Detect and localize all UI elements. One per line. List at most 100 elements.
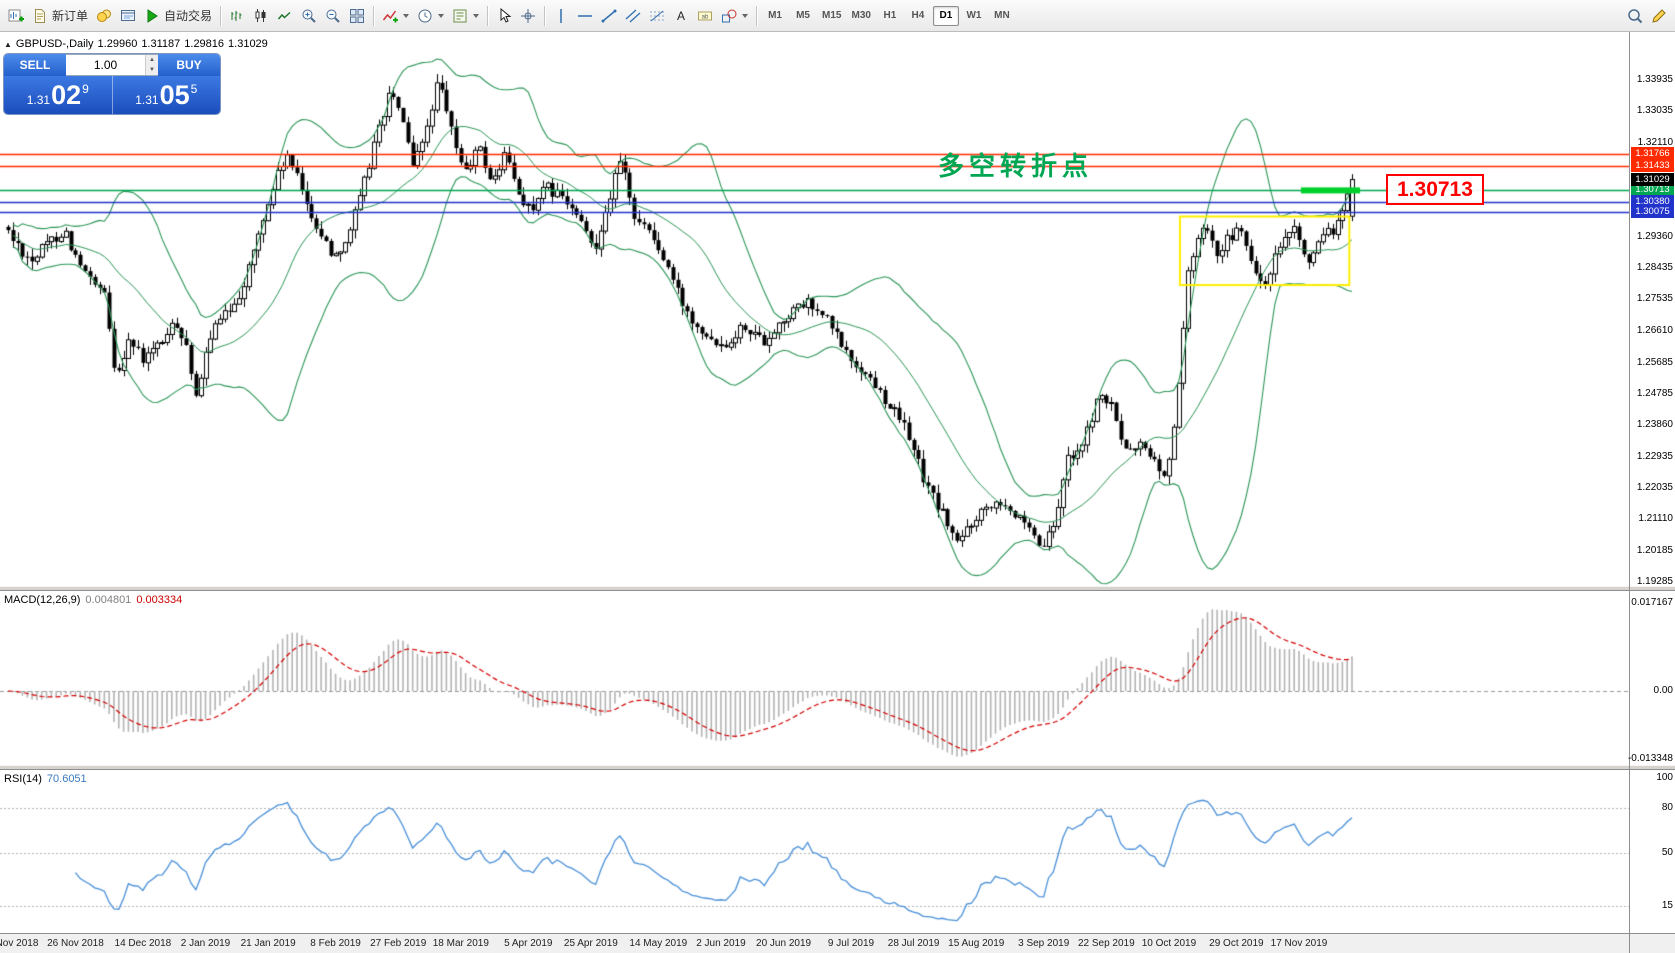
timeframe-mn[interactable]: MN	[989, 6, 1015, 26]
cursor-tool-button[interactable]	[492, 4, 516, 28]
macd-label: MACD(12,26,9) 0.004801 0.003334	[4, 594, 182, 606]
zoom-out-button[interactable]	[321, 4, 345, 28]
symbol-info-bar: ▲ GBPUSD-,Daily 1.29960 1.31187 1.29816 1.310…	[4, 38, 272, 50]
crosshair-tool-button[interactable]	[516, 4, 540, 28]
rsi-label: RSI(14) 70.6051	[4, 773, 87, 785]
timeframe-d1[interactable]: D1	[932, 5, 959, 26]
panel-splitter[interactable]	[0, 586, 1629, 591]
volume-up-button[interactable]: ▲	[146, 55, 158, 65]
timeframe-m1[interactable]: M1	[762, 6, 788, 26]
axis-tick-label: 1.25685	[1636, 356, 1673, 368]
price-line-label: 1.30713	[1631, 183, 1674, 197]
date-label: 26 Nov 2018	[47, 938, 104, 949]
timeframe-h1[interactable]: H1	[877, 6, 903, 26]
new-chart-button[interactable]	[4, 4, 28, 28]
date-axis[interactable]: 7 Nov 2018 26 Nov 2018 14 Dec 2018 2 Jan 20…	[0, 933, 1629, 953]
horizontal-line-tool[interactable]	[573, 4, 597, 28]
text-label-icon: ab	[698, 11, 713, 20]
axis-tick-label: 0.00	[1653, 685, 1673, 696]
axis-tick-label: 1.24785	[1636, 387, 1673, 399]
rsi-canvas[interactable]	[0, 770, 1629, 933]
timeframe-m30[interactable]: M30	[847, 6, 874, 26]
coins-icon	[97, 9, 112, 22]
toolbar: 新订单 自动交易	[0, 0, 1675, 32]
date-label: 9 Jul 2019	[827, 938, 875, 949]
date-label: 7 Nov 2018	[0, 938, 39, 949]
price-chart-canvas[interactable]	[0, 32, 1629, 586]
data-window-icon	[121, 9, 136, 21]
timeframe-m5[interactable]: M5	[790, 6, 816, 26]
timeframe-h4[interactable]: H4	[905, 6, 931, 26]
date-label: 15 Aug 2019	[948, 938, 1005, 949]
axis-tick-label: -0.013348	[1627, 753, 1673, 765]
channel-icon	[625, 9, 641, 22]
text-tool[interactable]: A	[669, 4, 693, 28]
ohlc-close: 1.31029	[228, 38, 268, 50]
axis-tick-label: 50	[1661, 847, 1673, 858]
buy-price-prefix: 1.31	[135, 93, 159, 107]
price-line-label: 1.31433	[1631, 158, 1674, 172]
price-axis[interactable]: 1.33935 1.33035 1.32110 1.29360 1.28435 1.275…	[1627, 32, 1675, 953]
new-order-button[interactable]: 新订单	[28, 4, 92, 28]
new-order-label: 新订单	[52, 9, 89, 23]
panel-splitter[interactable]	[0, 765, 1629, 770]
axis-tick-label: 1.20185	[1636, 545, 1673, 557]
volume-down-button[interactable]: ▼	[146, 65, 158, 75]
date-label: 20 Jun 2019	[756, 938, 812, 949]
axis-tick-label: 100	[1656, 772, 1673, 783]
search-button[interactable]	[1623, 4, 1647, 28]
indicators-icon	[382, 10, 399, 22]
toolbar-separator	[220, 5, 222, 26]
autotrading-button[interactable]: 自动交易	[140, 4, 216, 28]
zoom-in-button[interactable]	[297, 4, 321, 28]
trendline-tool[interactable]	[597, 4, 621, 28]
date-label: 2 Jun 2019	[696, 938, 746, 949]
fibonacci-tool[interactable]	[645, 4, 669, 28]
vertical-line-tool[interactable]	[549, 4, 573, 28]
crosshair-icon	[521, 8, 536, 23]
date-label: 25 Apr 2019	[563, 938, 618, 949]
axis-tick-label: 80	[1661, 802, 1673, 813]
shapes-tool[interactable]	[717, 4, 752, 28]
buy-button[interactable]: BUY	[158, 54, 220, 76]
axis-tick-label: 15	[1661, 899, 1673, 911]
timeframe-w1[interactable]: W1	[961, 6, 987, 26]
text-label-tool[interactable]: ab	[693, 4, 717, 28]
line-chart-button[interactable]	[273, 4, 297, 28]
buy-price[interactable]: 1.31 05 5	[113, 76, 221, 114]
search-icon	[1628, 8, 1643, 23]
templates-button[interactable]	[448, 4, 483, 28]
data-window-button[interactable]	[116, 4, 140, 28]
tile-windows-button[interactable]	[345, 4, 369, 28]
macd-canvas[interactable]	[0, 591, 1629, 765]
price-line-label: 1.31029	[1631, 172, 1674, 186]
toolbar-separator	[373, 5, 375, 26]
date-label: 17 Nov 2019	[1270, 938, 1328, 949]
date-label: 14 May 2019	[629, 938, 688, 949]
axis-tick-label: 0.017167	[1631, 597, 1673, 608]
sell-button[interactable]: SELL	[4, 54, 66, 76]
symbol-name: GBPUSD-,Daily	[15, 38, 94, 50]
date-label: 28 Jul 2019	[887, 938, 940, 949]
axis-tick-label: 1.33935	[1636, 74, 1673, 85]
periods-button[interactable]	[413, 4, 448, 28]
channel-tool[interactable]	[621, 4, 645, 28]
axis-tick-label: 1.23860	[1636, 419, 1673, 431]
sell-price[interactable]: 1.31 02 9	[4, 76, 112, 114]
price-line-label: 1.30075	[1631, 205, 1674, 219]
axis-tick-label: 1.33035	[1636, 104, 1673, 116]
volume-input[interactable]	[66, 55, 145, 75]
sell-price-sup: 9	[82, 82, 89, 96]
market-watch-button[interactable]	[92, 4, 116, 28]
macd-value-signal: 0.003334	[136, 594, 183, 606]
indicators-button[interactable]	[378, 4, 413, 28]
timeframe-m15[interactable]: M15	[818, 6, 845, 26]
pencil-icon	[1652, 8, 1666, 23]
bar-chart-button[interactable]	[225, 4, 249, 28]
bar-chart-icon	[231, 10, 242, 21]
candlestick-chart-button[interactable]	[249, 4, 273, 28]
collapse-panel-icon[interactable]: ▲	[4, 40, 12, 49]
macd-panel: MACD(12,26,9) 0.004801 0.003334	[0, 591, 1629, 765]
chevron-down-icon	[473, 13, 480, 18]
draw-button[interactable]	[1647, 4, 1671, 28]
